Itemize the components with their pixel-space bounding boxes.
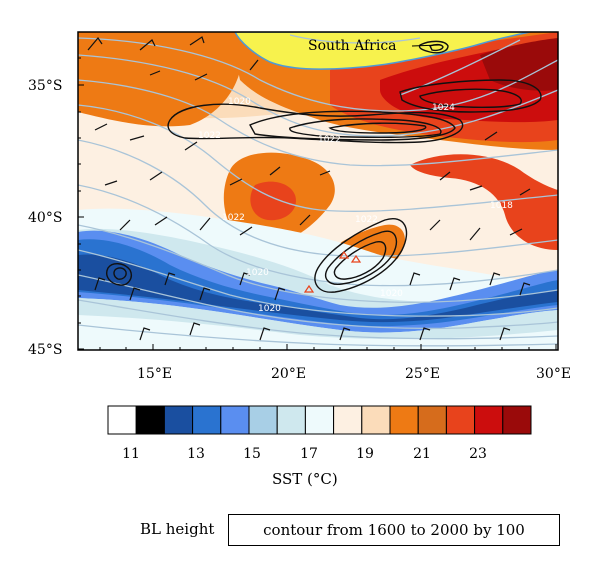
isobar-label: 1022 <box>198 131 221 141</box>
lon-label-20e: 20°E <box>271 366 306 382</box>
colorbar-swatch <box>248 405 278 435</box>
lat-label-45s: 45°S <box>28 342 62 358</box>
colorbar-tick-label: 17 <box>300 446 318 462</box>
colorbar-swatch <box>163 405 194 435</box>
colorbar-swatch <box>361 405 391 435</box>
colorbar-swatch <box>333 405 363 435</box>
lon-label-30e: 30°E <box>536 366 571 382</box>
isobar-label: 1022 <box>318 135 341 145</box>
colorbar-tick-label: 21 <box>413 446 431 462</box>
colorbar-swatch <box>304 405 335 435</box>
colorbar-tick-label: 19 <box>356 446 374 462</box>
isobar-label: 1022 <box>355 215 378 225</box>
colorbar-swatch <box>220 405 250 435</box>
colorbar-swatch <box>192 405 222 435</box>
isobar-label: 1020 <box>246 268 269 278</box>
colorbar-swatch <box>276 405 306 435</box>
colorbar-swatch <box>389 405 419 435</box>
map-fields: 1020 1022 1022 1024 1022 1022 1020 1020 … <box>78 32 558 350</box>
lon-label-15e: 15°E <box>137 366 172 382</box>
bl-height-label: BL height <box>140 520 215 538</box>
colorbar-tick-label: 15 <box>243 446 261 462</box>
colorbar-swatch <box>502 405 532 435</box>
colorbar-swatch <box>417 405 447 435</box>
isobar-label: 1022 <box>222 213 245 223</box>
place-label: South Africa <box>308 38 397 54</box>
colorbar-swatch <box>474 405 504 435</box>
isobar-label: 1020 <box>380 289 403 299</box>
bl-height-contours <box>106 40 542 293</box>
isobar-label: 1020 <box>258 304 281 314</box>
colorbar-tick-labels: 11 13 15 17 19 21 23 <box>122 446 487 462</box>
colorbar-tick-label: 11 <box>122 446 140 462</box>
colorbar-tick-label: 13 <box>187 446 205 462</box>
isobars <box>78 34 558 347</box>
lon-label-25e: 25°E <box>405 366 440 382</box>
lat-label-40s: 40°S <box>28 210 62 226</box>
isobar-label: 1024 <box>432 103 455 113</box>
colorbar-tick-label: 23 <box>469 446 487 462</box>
isobar-label: 1020 <box>228 97 251 107</box>
colorbar-title: SST (°C) <box>272 470 338 488</box>
colorbar-swatch <box>135 405 165 435</box>
sst-colorbar <box>107 405 532 435</box>
wind-barbs <box>87 36 531 341</box>
bl-height-legend-text: contour from 1600 to 2000 by 100 <box>263 521 525 539</box>
colorbar-swatch <box>445 405 476 435</box>
lat-label-35s: 35°S <box>28 78 62 94</box>
bl-height-legend-box: contour from 1600 to 2000 by 100 <box>228 514 560 546</box>
isobar-labels: 1020 1022 1022 1024 1022 1022 1020 1020 … <box>198 97 513 314</box>
colorbar-swatch <box>107 405 137 435</box>
isobar-label: 1018 <box>490 201 513 211</box>
